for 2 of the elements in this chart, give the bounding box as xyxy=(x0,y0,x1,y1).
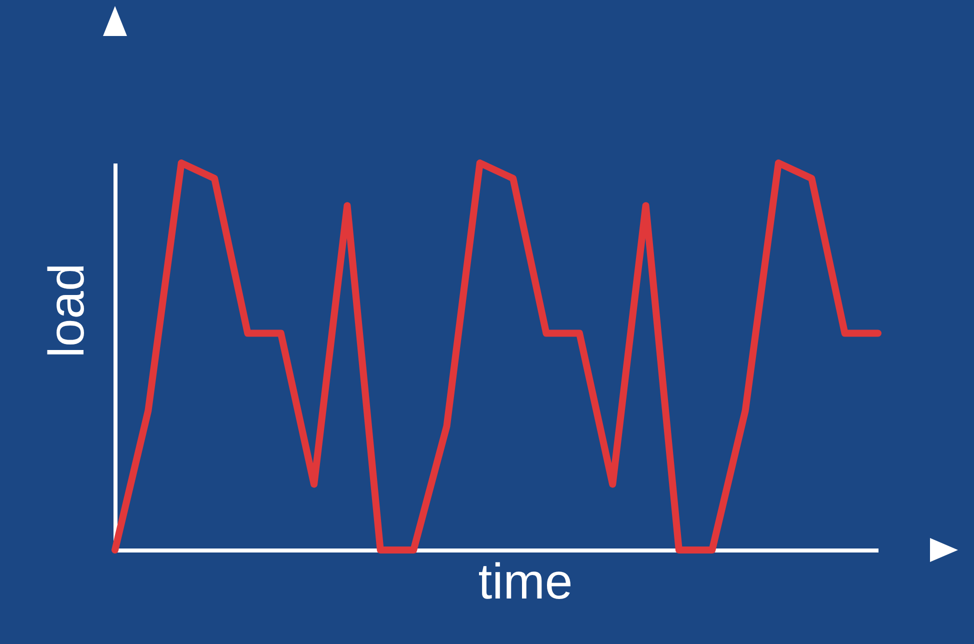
x-axis-title: time xyxy=(478,554,573,610)
y-axis-title: load xyxy=(38,263,94,358)
